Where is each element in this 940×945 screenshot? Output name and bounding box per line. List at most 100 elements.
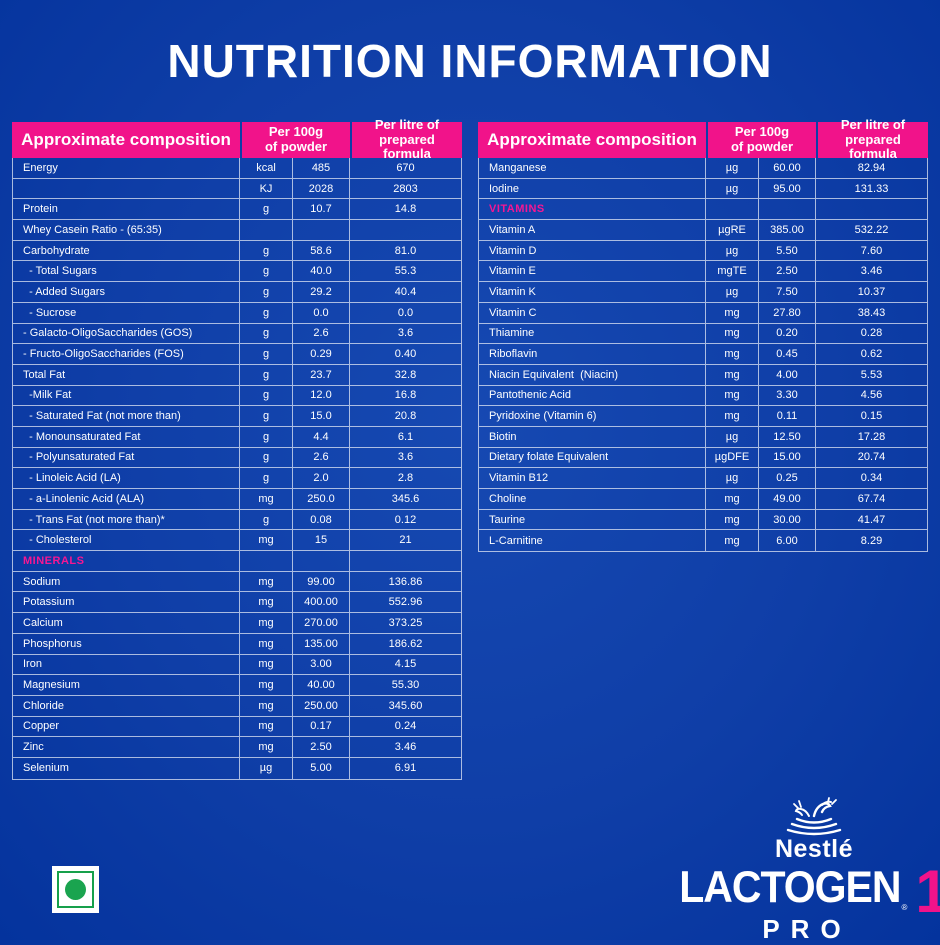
table-row: -Milk Fat g 12.0 16.8	[13, 385, 461, 407]
row-per-litre: 82.94	[857, 161, 886, 174]
row-per-100g: 27.80	[759, 302, 816, 323]
row-label: - Total Sugars	[13, 261, 240, 282]
page-title: NUTRITION INFORMATION	[167, 35, 773, 87]
row-per-litre: 7.60	[860, 244, 883, 257]
row-unit: µg	[706, 178, 759, 199]
row-label: - a-Linolenic Acid (ALA)	[13, 489, 240, 509]
row-unit: g	[240, 364, 293, 385]
row-per-litre: 3.6	[397, 451, 414, 464]
row-per-litre: 8.29	[860, 534, 883, 547]
table-row: - Total Sugars g 40.0 55.3	[13, 261, 461, 283]
row-unit: µg	[706, 240, 759, 261]
row-per-100g: 12.50	[759, 426, 816, 447]
row-per-litre: 4.56	[860, 389, 883, 402]
row-per-litre: 3.6	[397, 327, 414, 340]
row-label: Choline	[479, 489, 706, 509]
row-label: - Monounsaturated Fat	[13, 426, 240, 447]
row-per-litre: 20.8	[394, 410, 417, 423]
row-per-100g: 0.17	[293, 716, 350, 737]
row-unit: g	[240, 468, 293, 488]
row-label: Vitamin K	[479, 282, 706, 302]
row-per-100g: 0.11	[759, 406, 816, 426]
row-per-100g: 5.50	[759, 240, 816, 261]
row-per-litre: 0.62	[860, 348, 883, 361]
row-unit: mg	[706, 509, 759, 530]
row-per-100g: 485	[293, 158, 350, 178]
column-header: Per litre of prepared formula	[350, 117, 462, 161]
row-unit: g	[240, 261, 293, 282]
row-unit: mg	[706, 364, 759, 385]
row-per-100g: 2.6	[293, 447, 350, 468]
row-per-100g: 15.00	[759, 447, 816, 468]
row-per-100g: 400.00	[293, 592, 350, 613]
table-row: Selenium µg 5.00 6.91	[13, 757, 461, 779]
row-per-litre: 2.8	[397, 472, 414, 485]
table-body: Energy kcal 485 670 KJ 2028 2803 Protein g 10.7 14…	[12, 158, 462, 780]
row-per-litre: 4.15	[394, 658, 417, 671]
row-label: Vitamin E	[479, 261, 706, 282]
table-row: Niacin Equivalent (Niacin) mg 4.00 5.53	[479, 364, 927, 386]
brand-block: Nestlé LACTOGEN ® 1 PRO	[679, 796, 940, 945]
table-row: Taurine mg 30.00 41.47	[479, 509, 927, 531]
row-per-litre	[350, 551, 461, 571]
table-row: Thiamine mg 0.20 0.28	[479, 323, 927, 345]
row-label: Riboflavin	[479, 344, 706, 364]
row-per-litre: 67.74	[857, 492, 886, 505]
row-label: Sodium	[13, 571, 240, 592]
row-unit: mg	[240, 654, 293, 675]
column-header: Per litre of prepared formula	[816, 117, 928, 161]
row-unit: g	[240, 282, 293, 302]
table-row: Pyridoxine (Vitamin 6) mg 0.11 0.15	[479, 406, 927, 427]
row-unit	[240, 551, 293, 571]
row-per-litre: 131.33	[854, 182, 889, 195]
row-per-litre: 20.74	[857, 451, 886, 464]
row-unit: mg	[240, 489, 293, 509]
row-unit: g	[240, 447, 293, 468]
row-per-100g: 49.00	[759, 489, 816, 509]
table-row: Zinc mg 2.50 3.46	[13, 737, 461, 758]
row-unit: g	[240, 426, 293, 447]
row-per-100g: 23.7	[293, 364, 350, 385]
row-unit	[240, 220, 293, 240]
row-label: Magnesium	[13, 675, 240, 695]
row-per-litre: 55.30	[391, 679, 420, 692]
row-per-litre: 345.6	[391, 492, 420, 505]
row-per-litre	[816, 199, 927, 219]
row-unit: mg	[240, 675, 293, 695]
row-label: Taurine	[479, 509, 706, 530]
row-per-litre: 532.22	[854, 223, 889, 236]
row-unit: mg	[240, 592, 293, 613]
row-per-100g: 4.4	[293, 426, 350, 447]
row-label: L-Carnitine	[479, 530, 706, 552]
row-per-litre: 40.4	[394, 285, 417, 298]
row-unit: mg	[706, 385, 759, 406]
row-label: MINERALS	[13, 551, 240, 571]
row-label: Iodine	[479, 178, 706, 199]
row-per-100g: 99.00	[293, 571, 350, 592]
table-row: Dietary folate Equivalent µgDFE 15.00 20.74	[479, 447, 927, 469]
row-per-100g	[293, 220, 350, 240]
row-unit: µgRE	[706, 220, 759, 240]
row-per-100g: 95.00	[759, 178, 816, 199]
row-label: Vitamin D	[479, 240, 706, 261]
row-unit: g	[240, 406, 293, 426]
section-row: MINERALS	[13, 551, 461, 572]
table-row: - Saturated Fat (not more than) g 15.0 20.8	[13, 406, 461, 427]
veg-mark	[52, 866, 99, 913]
table-row: Calcium mg 270.00 373.25	[13, 613, 461, 634]
row-per-litre: 552.96	[388, 596, 423, 609]
table-row: Phosphorus mg 135.00 186.62	[13, 633, 461, 655]
row-label: Pantothenic Acid	[479, 385, 706, 406]
table-row: - Trans Fat (not more than)* g 0.08 0.12	[13, 509, 461, 531]
row-label: Zinc	[13, 737, 240, 757]
row-unit: mg	[240, 737, 293, 757]
table-row: L-Carnitine mg 6.00 8.29	[479, 530, 927, 552]
row-per-100g: 60.00	[759, 158, 816, 178]
row-label: - Saturated Fat (not more than)	[13, 406, 240, 426]
table-row: Vitamin B12 µg 0.25 0.34	[479, 468, 927, 489]
row-unit: µg	[706, 426, 759, 447]
row-unit: mg	[240, 633, 293, 654]
